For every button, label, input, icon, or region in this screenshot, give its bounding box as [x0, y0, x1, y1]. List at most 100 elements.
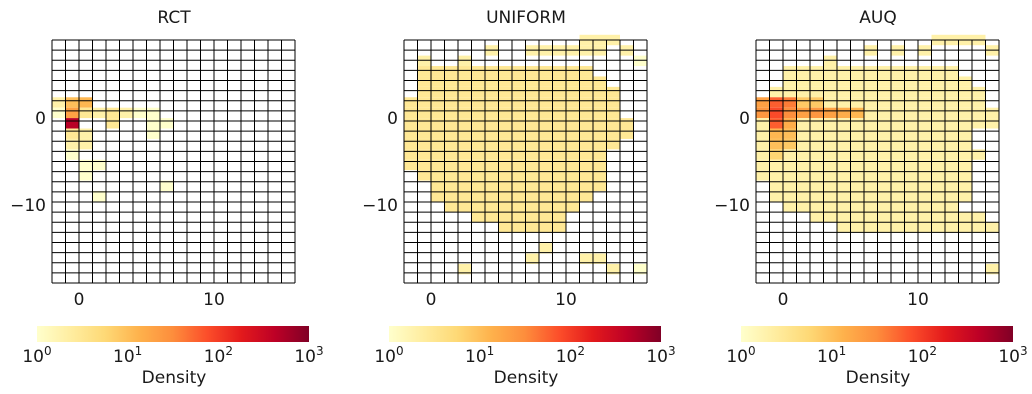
heatmap-cell — [891, 66, 905, 77]
heatmap-cell — [945, 180, 959, 192]
y-tick-label: −10 — [714, 196, 750, 216]
heatmap-cell — [783, 97, 797, 108]
heatmap-cell — [945, 191, 959, 202]
heatmap-cell — [891, 107, 905, 119]
heatmap-cell — [417, 55, 431, 67]
heatmap-cell — [796, 128, 810, 139]
panel-uniform: UNIFORM 0 100−10 100 101 102 103 Density — [362, 8, 676, 388]
heatmap-cell — [769, 97, 783, 108]
heatmap-cell — [864, 86, 878, 98]
heatmap-cell — [65, 149, 79, 160]
heatmap-cell — [837, 138, 851, 150]
colorbar-tick-label: 103 — [294, 344, 323, 367]
heatmap-cell — [931, 180, 945, 192]
heatmap-cell — [783, 86, 797, 98]
heatmap-cell — [417, 107, 431, 119]
heatmap-cell — [796, 66, 810, 77]
heatmap-cell — [837, 191, 851, 202]
heatmap-cell — [985, 222, 999, 233]
heatmap-cell — [864, 118, 878, 129]
heatmap-cell — [579, 86, 593, 98]
heatmap-cell — [444, 149, 458, 160]
heatmap-cell — [606, 138, 620, 150]
heatmap-cell — [918, 159, 932, 171]
heatmap-cell — [539, 222, 553, 233]
heatmap-cell — [593, 138, 607, 150]
heatmap-cell — [444, 191, 458, 202]
heatmap-cell — [606, 107, 620, 119]
heatmap-cell — [444, 66, 458, 77]
heatmap-cell — [810, 149, 824, 160]
heatmap-cell — [512, 107, 526, 119]
heatmap-cell — [891, 211, 905, 223]
heatmap-cell — [525, 128, 539, 139]
heatmap-cell — [823, 66, 837, 77]
heatmap-cell — [552, 118, 566, 129]
heatmap-cell — [566, 138, 580, 150]
heatmap-cell — [552, 86, 566, 98]
heatmap-cell — [958, 118, 972, 129]
heatmap-cell — [945, 201, 959, 212]
heatmap-cell — [931, 138, 945, 150]
heatmap-cell — [810, 211, 824, 223]
colorbar-tick-label: 101 — [113, 344, 142, 367]
heatmap-cell — [417, 76, 431, 87]
heatmap-cell — [756, 149, 770, 160]
heatmap-cell — [877, 97, 891, 108]
heatmap-cell — [485, 159, 499, 171]
heatmap-cell — [783, 191, 797, 202]
heatmap-cell — [620, 128, 634, 139]
heatmap-cell — [850, 201, 864, 212]
heatmap-cell — [552, 201, 566, 212]
heatmap-cell — [796, 180, 810, 192]
heatmap-cell — [525, 149, 539, 160]
heatmap-cell — [471, 149, 485, 160]
heatmap-cell — [525, 138, 539, 150]
heatmap-cell — [525, 107, 539, 119]
heatmap-cell — [471, 191, 485, 202]
heatmap-cell — [904, 222, 918, 233]
heatmap-cell — [918, 66, 932, 77]
heatmap-cell — [566, 97, 580, 108]
colorbar: 100 101 102 103 — [726, 326, 1028, 367]
heatmap-cell — [431, 159, 445, 171]
heatmap-cell — [810, 170, 824, 181]
heatmap-cell — [525, 191, 539, 202]
heatmap-cell — [850, 159, 864, 171]
heatmap-cell — [796, 170, 810, 181]
colorbar: 100 101 102 103 — [374, 326, 676, 367]
heatmap-cell — [539, 149, 553, 160]
heatmap-cell — [864, 211, 878, 223]
heatmap-cell — [498, 159, 512, 171]
heatmap-cell — [810, 66, 824, 77]
heatmap-cell — [512, 201, 526, 212]
heatmap-cell — [431, 170, 445, 181]
heatmap-cell — [783, 66, 797, 77]
heatmap-cell — [593, 159, 607, 171]
heatmap-cell — [458, 180, 472, 192]
heatmap-cell — [891, 191, 905, 202]
heatmap-cell — [566, 149, 580, 160]
heatmap-cell — [539, 211, 553, 223]
heatmap-cell — [65, 118, 79, 129]
heatmap-cell — [769, 86, 783, 98]
heatmap-cell — [417, 149, 431, 160]
heatmap-cell — [904, 138, 918, 150]
heatmap-cell — [904, 86, 918, 98]
heatmap-cell — [837, 66, 851, 77]
colorbar-tick-label: 102 — [908, 344, 937, 367]
colorbar-label: Density — [142, 368, 207, 388]
heatmap-cell — [552, 138, 566, 150]
heatmap-cell — [593, 97, 607, 108]
heatmap-cell — [918, 97, 932, 108]
heatmap-cell — [931, 118, 945, 129]
heatmap-cell — [579, 97, 593, 108]
heatmap-cell — [931, 170, 945, 181]
heatmap-cell — [864, 138, 878, 150]
heatmap-cell — [525, 170, 539, 181]
heatmap-cell — [417, 128, 431, 139]
heatmap-cell — [431, 180, 445, 192]
heatmap-cell — [945, 118, 959, 129]
heatmap-cell — [579, 138, 593, 150]
colorbar-gradient — [741, 326, 1013, 342]
